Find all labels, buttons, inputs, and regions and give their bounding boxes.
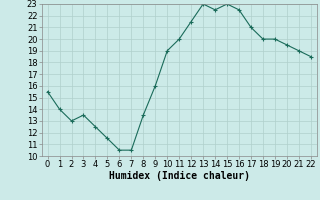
X-axis label: Humidex (Indice chaleur): Humidex (Indice chaleur) [109, 171, 250, 181]
